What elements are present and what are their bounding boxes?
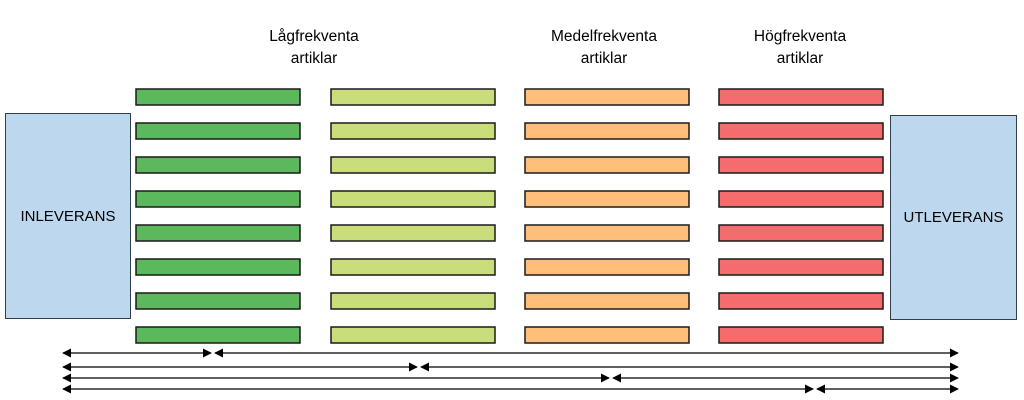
zone-label-high: Högfrekventa artiklar bbox=[710, 26, 890, 70]
rack-mid-7 bbox=[524, 292, 690, 310]
rack-lowmid-4 bbox=[330, 190, 496, 208]
rack-low-7 bbox=[135, 292, 301, 310]
outbound-dock-label: UTLEVERANS bbox=[903, 209, 1004, 226]
rack-high-4 bbox=[718, 190, 884, 208]
rack-mid-6 bbox=[524, 258, 690, 276]
rack-high-3 bbox=[718, 156, 884, 174]
zone-label-low-line1: Lågfrekventa bbox=[269, 28, 359, 45]
rack-high-1 bbox=[718, 88, 884, 106]
zone-label-mid-line1: Medelfrekventa bbox=[551, 28, 657, 45]
zone-label-mid: Medelfrekventa artiklar bbox=[514, 26, 694, 70]
rack-low-2 bbox=[135, 122, 301, 140]
rack-mid-5 bbox=[524, 224, 690, 242]
rack-mid-3 bbox=[524, 156, 690, 174]
outbound-dock: UTLEVERANS bbox=[890, 115, 1017, 320]
rack-lowmid-8 bbox=[330, 326, 496, 344]
rack-mid-2 bbox=[524, 122, 690, 140]
rack-lowmid-3 bbox=[330, 156, 496, 174]
rack-low-5 bbox=[135, 224, 301, 242]
rack-low-1 bbox=[135, 88, 301, 106]
rack-low-6 bbox=[135, 258, 301, 276]
inbound-dock-label: INLEVERANS bbox=[20, 207, 116, 225]
rack-low-3 bbox=[135, 156, 301, 174]
distance-arrow-group bbox=[62, 348, 959, 394]
rack-high-8 bbox=[718, 326, 884, 344]
zone-label-mid-line2: artiklar bbox=[580, 50, 628, 67]
rack-group bbox=[135, 88, 884, 344]
rack-lowmid-1 bbox=[330, 88, 496, 106]
inbound-dock: INLEVERANS bbox=[5, 113, 131, 319]
rack-lowmid-7 bbox=[330, 292, 496, 310]
zone-label-high-line2: artiklar bbox=[776, 50, 824, 67]
rack-mid-8 bbox=[524, 326, 690, 344]
rack-high-2 bbox=[718, 122, 884, 140]
rack-mid-1 bbox=[524, 88, 690, 106]
zone-label-high-line1: Högfrekventa bbox=[753, 28, 847, 45]
zone-label-low-line2: artiklar bbox=[290, 50, 338, 67]
rack-lowmid-6 bbox=[330, 258, 496, 276]
zone-label-low: Lågfrekventa artiklar bbox=[224, 26, 404, 70]
rack-mid-4 bbox=[524, 190, 690, 208]
rack-lowmid-5 bbox=[330, 224, 496, 242]
rack-lowmid-2 bbox=[330, 122, 496, 140]
rack-low-4 bbox=[135, 190, 301, 208]
rack-high-6 bbox=[718, 258, 884, 276]
rack-low-8 bbox=[135, 326, 301, 344]
rack-high-7 bbox=[718, 292, 884, 310]
rack-high-5 bbox=[718, 224, 884, 242]
